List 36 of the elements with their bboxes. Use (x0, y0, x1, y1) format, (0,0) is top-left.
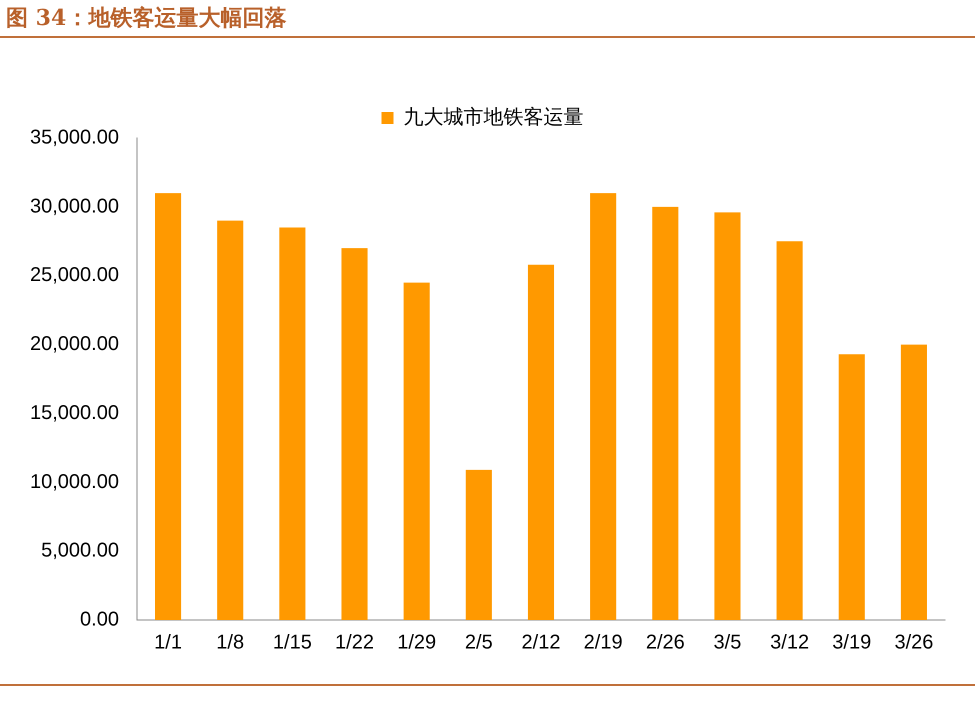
bar (776, 241, 803, 620)
bar (155, 193, 182, 620)
y-tick-label: 20,000.00 (30, 333, 119, 356)
x-tick-label: 1/1 (154, 632, 182, 654)
bar (279, 228, 306, 620)
bar (341, 248, 368, 620)
bar (217, 220, 244, 620)
bar (714, 212, 741, 620)
y-tick-label: 5,000.00 (41, 540, 119, 562)
y-tick-label: 10,000.00 (30, 470, 119, 493)
bar (466, 470, 492, 620)
bar (838, 354, 865, 620)
bar (404, 282, 430, 620)
bar (590, 193, 616, 620)
y-tick-label: 30,000.00 (30, 195, 119, 218)
x-tick-label: 2/5 (464, 632, 493, 654)
x-tick-label: 3/19 (832, 632, 872, 654)
y-tick-label: 0.00 (80, 608, 119, 631)
x-tick-label: 3/26 (894, 632, 934, 654)
x-tick-label: 2/12 (522, 632, 560, 654)
x-tick-label: 1/22 (335, 632, 374, 654)
x-tick-label: 1/15 (272, 632, 312, 654)
y-tick-label: 35,000.00 (30, 126, 119, 149)
legend-label: 九大城市地铁客运量 (404, 106, 584, 129)
bar (652, 206, 678, 620)
bar (900, 344, 927, 620)
y-tick-label: 15,000.00 (30, 402, 119, 424)
x-tick-label: 1/8 (216, 632, 244, 654)
x-tick-label: 2/26 (646, 632, 685, 654)
x-tick-label: 3/5 (714, 632, 742, 654)
x-tick-label: 2/19 (584, 632, 623, 654)
chart-title: 图 34：地铁客运量大幅回落 (0, 0, 975, 38)
y-tick-label: 25,000.00 (30, 264, 119, 286)
bar (528, 264, 554, 620)
x-tick-label: 1/29 (397, 632, 436, 654)
x-tick-label: 3/12 (770, 632, 810, 654)
